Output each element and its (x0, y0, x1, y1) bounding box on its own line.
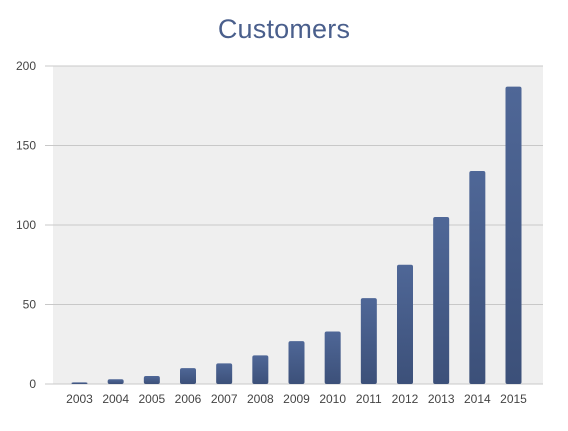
bar-2003 (71, 382, 88, 384)
x-tick-label: 2003 (66, 392, 93, 406)
x-tick-label: 2012 (392, 392, 419, 406)
x-tick-label: 2004 (102, 392, 129, 406)
bars (71, 86, 522, 385)
bar-2010 (324, 331, 341, 384)
y-tick-label: 150 (16, 139, 36, 153)
bar-2004 (107, 379, 124, 384)
x-tick-label: 2010 (319, 392, 346, 406)
bar-2008 (252, 355, 269, 384)
x-tick-label: 2015 (500, 392, 527, 406)
x-tick-label: 2009 (283, 392, 310, 406)
bar-2015 (505, 86, 522, 385)
bar-2013 (433, 217, 450, 384)
bar-2006 (180, 368, 196, 384)
x-tick-label: 2014 (464, 392, 491, 406)
bar-2005 (143, 376, 160, 384)
bar-2012 (397, 264, 413, 384)
y-axis-ticks: 0 50 100 150 200 (16, 59, 36, 391)
chart-title: Customers (217, 14, 351, 44)
x-tick-label: 2006 (175, 392, 202, 406)
x-tick-label: 2008 (247, 392, 274, 406)
bar-2009 (288, 341, 305, 384)
x-tick-label: 2005 (138, 392, 165, 406)
x-tick-label: 2013 (428, 392, 455, 406)
y-tick-label: 50 (23, 298, 37, 312)
x-tick-label: 2011 (356, 392, 382, 406)
y-tick-label: 200 (16, 59, 36, 73)
bar-2011 (360, 298, 377, 384)
bar-2007 (216, 363, 233, 384)
bar-2014 (469, 170, 486, 384)
x-tick-label: 2007 (211, 392, 238, 406)
y-tick-label: 100 (16, 218, 36, 232)
x-axis-ticks: 2003 2004 2005 2006 2007 2008 2009 2010 2011 2012… (66, 392, 527, 406)
y-tick-label: 0 (29, 377, 36, 391)
